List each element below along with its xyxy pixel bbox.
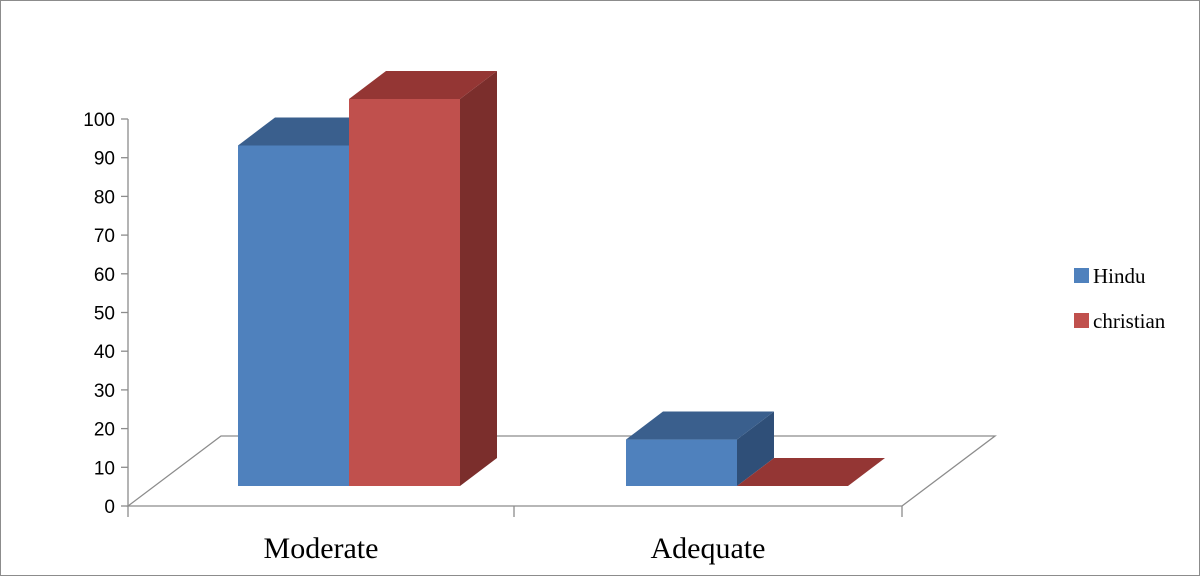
- legend: Hindu christian: [1074, 264, 1166, 333]
- x-category-label: Moderate: [264, 532, 379, 565]
- chart-floor-outline: [126, 435, 997, 507]
- y-tick-label: 90: [94, 149, 115, 170]
- y-tick-label: 0: [104, 497, 115, 518]
- y-tick-label: 50: [94, 304, 115, 325]
- bar-top-face: [626, 411, 774, 440]
- chart-floor: [126, 435, 997, 507]
- bar-side-face: [737, 411, 774, 486]
- category-axis: Moderate Adequate: [127, 506, 903, 565]
- legend-label: christian: [1093, 309, 1166, 333]
- bar-front-face: [238, 145, 349, 486]
- bar-front-face: [626, 439, 737, 486]
- bar: [737, 458, 885, 486]
- y-tick-label: 30: [94, 381, 115, 402]
- legend-swatch: [1074, 268, 1089, 283]
- y-tick-label: 60: [94, 265, 115, 286]
- y-tick-label: 40: [94, 342, 115, 363]
- bar-side-face: [460, 71, 497, 486]
- y-tick-label: 10: [94, 458, 115, 479]
- bar-top-face: [737, 458, 885, 486]
- y-tick-label: 70: [94, 226, 115, 247]
- bar-top-face: [349, 71, 497, 99]
- y-tick-label: 20: [94, 420, 115, 441]
- bar: [349, 71, 497, 486]
- x-category-label: Adequate: [651, 532, 766, 565]
- y-tick-label: 80: [94, 187, 115, 208]
- legend-label: Hindu: [1093, 264, 1146, 288]
- bar: [626, 411, 774, 486]
- y-tick-label: 100: [83, 110, 115, 131]
- legend-swatch: [1074, 313, 1089, 328]
- bar-front-face: [349, 99, 460, 486]
- value-axis: 0 10 20 30 40 50 60 70 80 90 100: [83, 110, 129, 518]
- bar-series-group: [238, 71, 885, 486]
